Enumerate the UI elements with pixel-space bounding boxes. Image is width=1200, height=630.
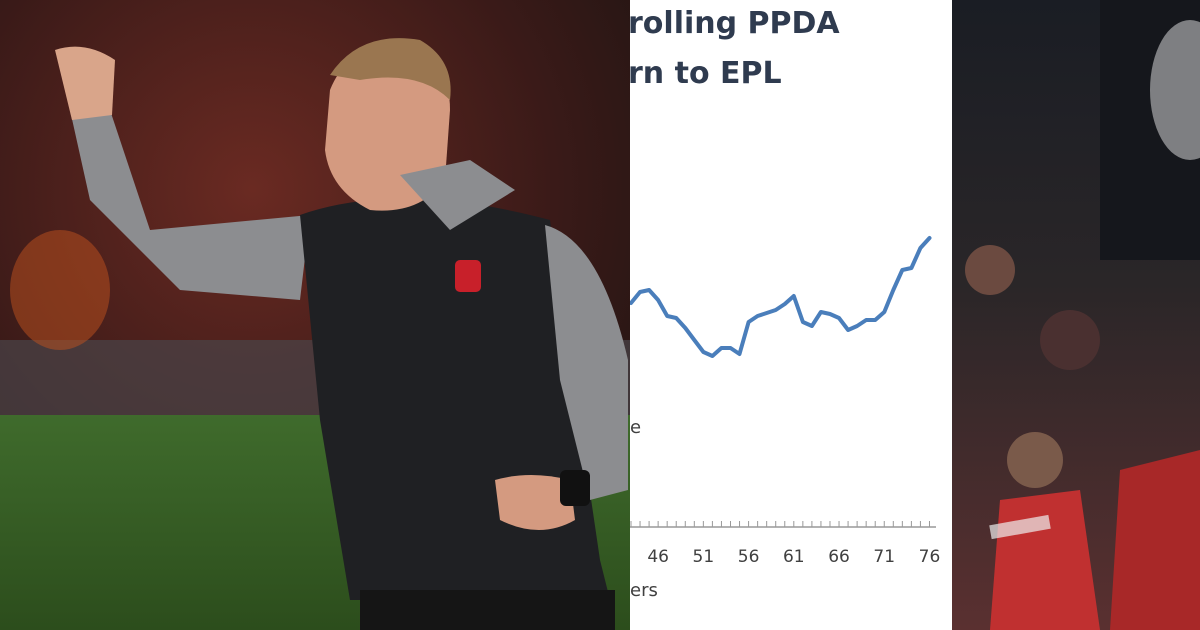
x-tick-label: 51 [693, 547, 715, 567]
chart-panel [630, 0, 952, 630]
photo-right [952, 0, 1200, 630]
x-axis-label: ers [630, 580, 658, 601]
x-tick-label: 56 [738, 547, 760, 567]
chart: rolling PPDA rn to EPL e ers 46 51 56 61 66 7… [628, 6, 941, 601]
chart-title: rolling PPDA [628, 6, 840, 41]
annotation: e [630, 417, 641, 438]
x-tick-label: 61 [783, 547, 805, 567]
x-tick-label: 76 [919, 547, 941, 567]
x-tick-label: 66 [828, 547, 850, 567]
chart-title: rn to EPL [628, 56, 782, 91]
x-tick-label: 71 [873, 547, 895, 567]
data-line [630, 236, 932, 358]
photo-left [0, 0, 630, 630]
x-tick-label: 46 [647, 547, 669, 567]
